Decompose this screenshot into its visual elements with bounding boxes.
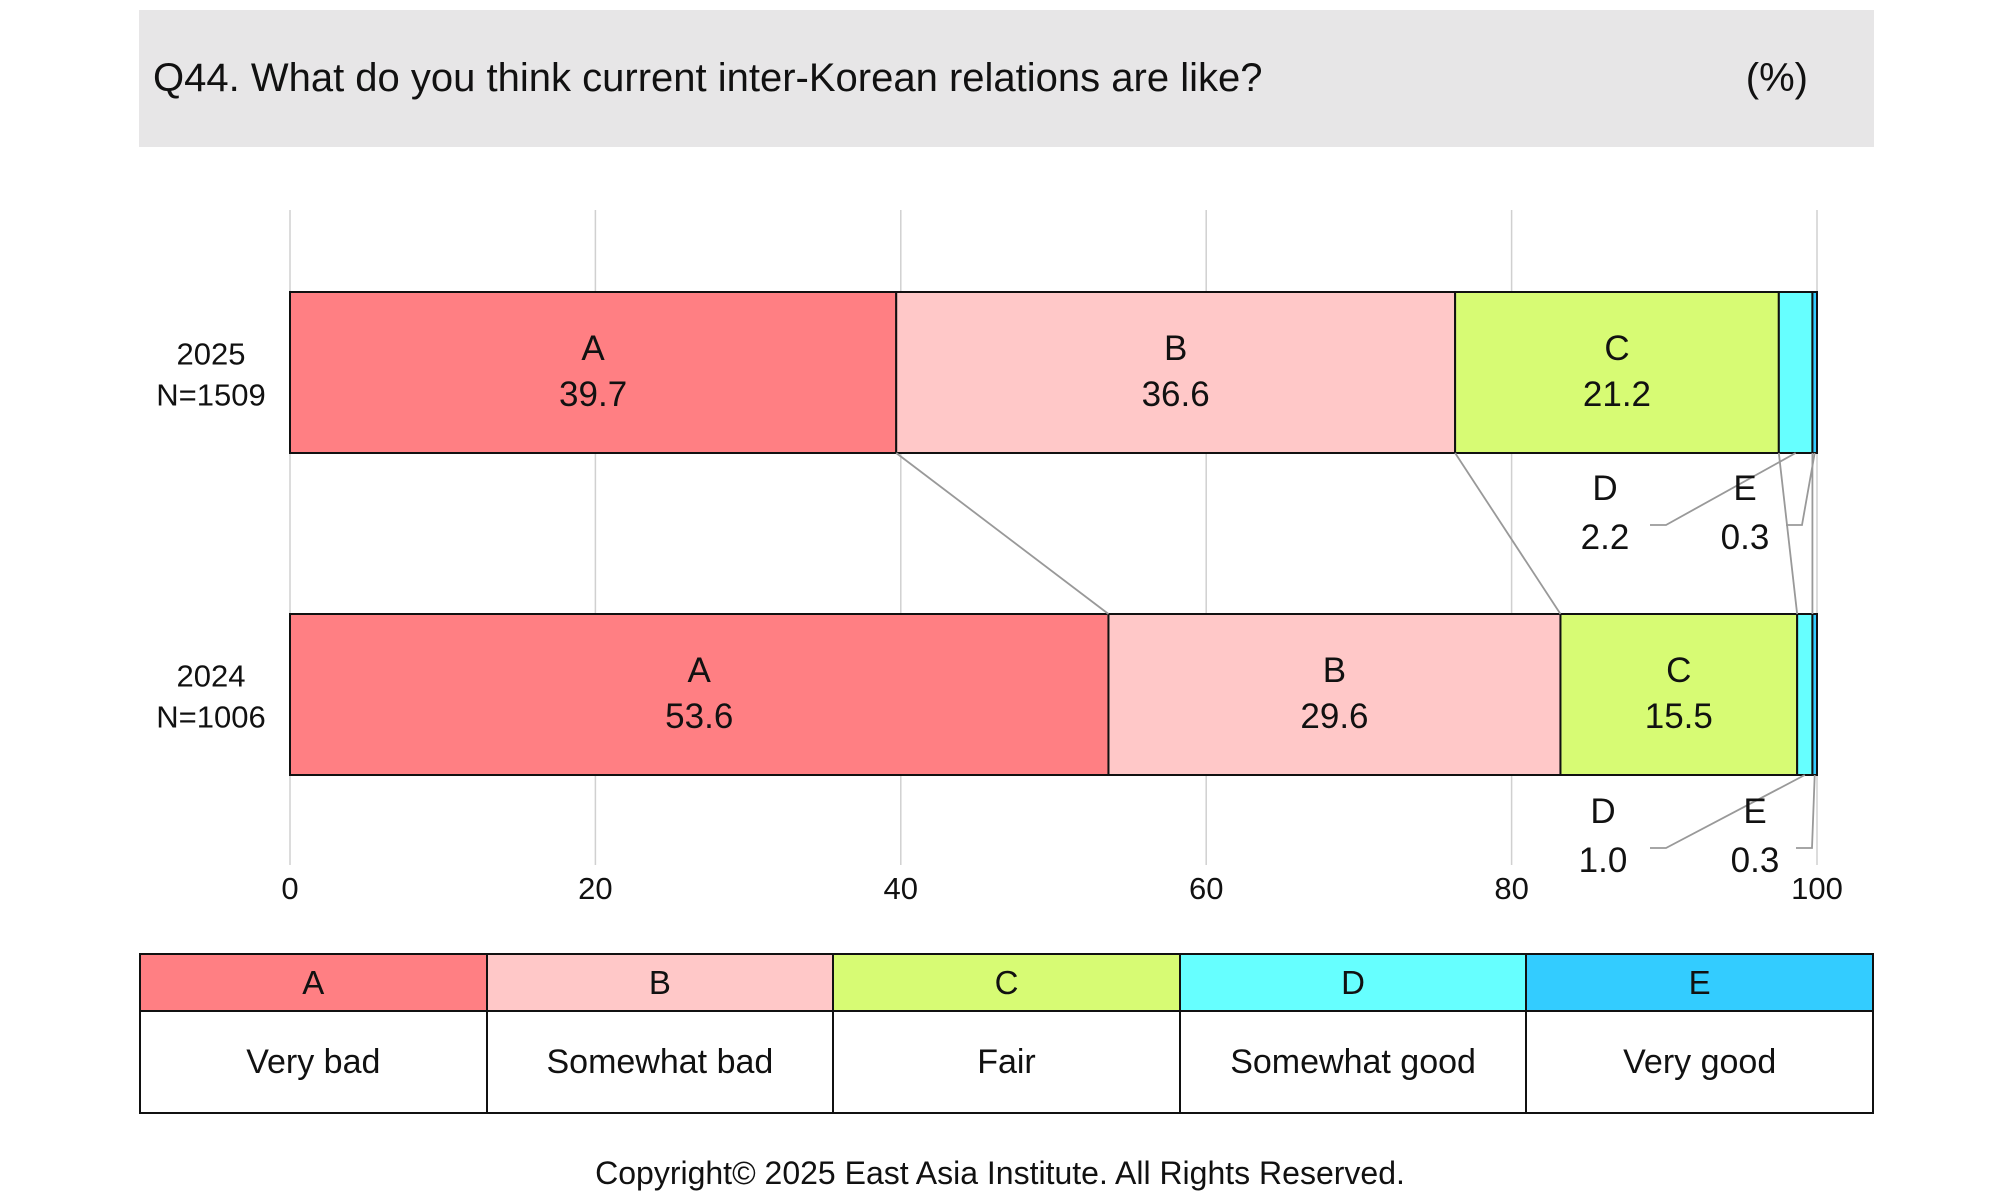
segment-key-2025-B: B — [1164, 329, 1187, 368]
callout-value-2025-E: 0.3 — [1721, 518, 1770, 557]
x-tick-label-40: 40 — [884, 871, 918, 906]
legend-name-E: Very good — [1525, 1010, 1874, 1114]
leader-line-2025-E — [1786, 452, 1816, 526]
category-label-2024: 2024 — [177, 659, 246, 694]
bar-segment-2024-B — [1107, 613, 1562, 776]
data-label-2025-C: 21.2 — [1583, 375, 1651, 414]
leader-line-2025-D — [1650, 452, 1797, 526]
chart-title: Q44. What do you think current inter-Kor… — [153, 56, 1263, 100]
callout-value-2024-D: 1.0 — [1579, 841, 1628, 880]
unit-label: (%) — [1745, 56, 1808, 100]
category-n-label-2025: N=1509 — [156, 378, 265, 413]
segment-key-2024-C: C — [1666, 651, 1691, 690]
category-label-2025: 2025 — [177, 337, 246, 372]
copyright-notice: Copyright© 2025 East Asia Institute. All… — [595, 1155, 1405, 1191]
x-tick-label-60: 60 — [1189, 871, 1223, 906]
chart-header: Q44. What do you think current inter-Kor… — [139, 10, 1874, 147]
bar-segment-2025-B — [895, 291, 1457, 454]
connector-line-A — [895, 452, 1110, 615]
connector-line-B — [1454, 452, 1562, 615]
callout-value-2024-E: 0.3 — [1731, 841, 1780, 880]
legend-key-C: C — [832, 953, 1181, 1012]
legend-key-D: D — [1178, 953, 1528, 1012]
legend-name-row: Very bad Somewhat bad Fair Somewhat good Ver… — [139, 1010, 1874, 1114]
data-label-2024-A: 53.6 — [665, 697, 733, 736]
bar-segment-2025-E — [1811, 291, 1818, 454]
connector-line-C — [1777, 452, 1799, 615]
data-label-2025-A: 39.7 — [559, 375, 627, 414]
bar-segment-2024-D — [1796, 613, 1814, 776]
bar-segment-2025-A — [289, 291, 898, 454]
legend-key-B: B — [485, 953, 835, 1012]
callout-key-2024-D: D — [1590, 792, 1615, 831]
stacked-bar-chart: 0 20 40 60 80 100 2025 N=1509 2024 N=1006 A 39.7 B 36… — [156, 210, 1843, 906]
bar-segment-2025-D — [1777, 291, 1814, 454]
bar-segment-2024-C — [1559, 613, 1799, 776]
segment-key-2024-B: B — [1323, 651, 1346, 690]
x-tick-label-20: 20 — [578, 871, 612, 906]
x-tick-label-0: 0 — [281, 871, 298, 906]
callout-value-2025-D: 2.2 — [1581, 518, 1630, 557]
legend-name-C: Fair — [832, 1010, 1181, 1114]
legend-name-B: Somewhat bad — [485, 1010, 835, 1114]
callout-key-2024-E: E — [1743, 792, 1766, 831]
legend-name-D: Somewhat good — [1178, 1010, 1528, 1114]
segment-key-2025-A: A — [581, 329, 605, 368]
callout-key-2025-D: D — [1592, 469, 1617, 508]
legend-key-A: A — [139, 953, 488, 1012]
data-label-2024-B: 29.6 — [1300, 697, 1368, 736]
bar-segment-2025-C — [1454, 291, 1780, 454]
leader-line-2024-E — [1796, 774, 1816, 849]
segment-key-2025-C: C — [1604, 329, 1629, 368]
legend-name-A: Very bad — [139, 1010, 488, 1114]
bar-segment-2024-A — [289, 613, 1110, 776]
callout-key-2025-E: E — [1733, 469, 1756, 508]
segment-key-2024-A: A — [688, 651, 712, 690]
x-tick-label-80: 80 — [1494, 871, 1528, 906]
bar-segment-2024-E — [1811, 613, 1818, 776]
x-tick-label-100: 100 — [1791, 871, 1843, 906]
category-n-label-2024: N=1006 — [156, 700, 265, 735]
legend-key-E: E — [1525, 953, 1874, 1012]
data-label-2024-C: 15.5 — [1645, 697, 1713, 736]
data-label-2025-B: 36.6 — [1142, 375, 1210, 414]
leader-line-2024-D — [1650, 774, 1806, 849]
